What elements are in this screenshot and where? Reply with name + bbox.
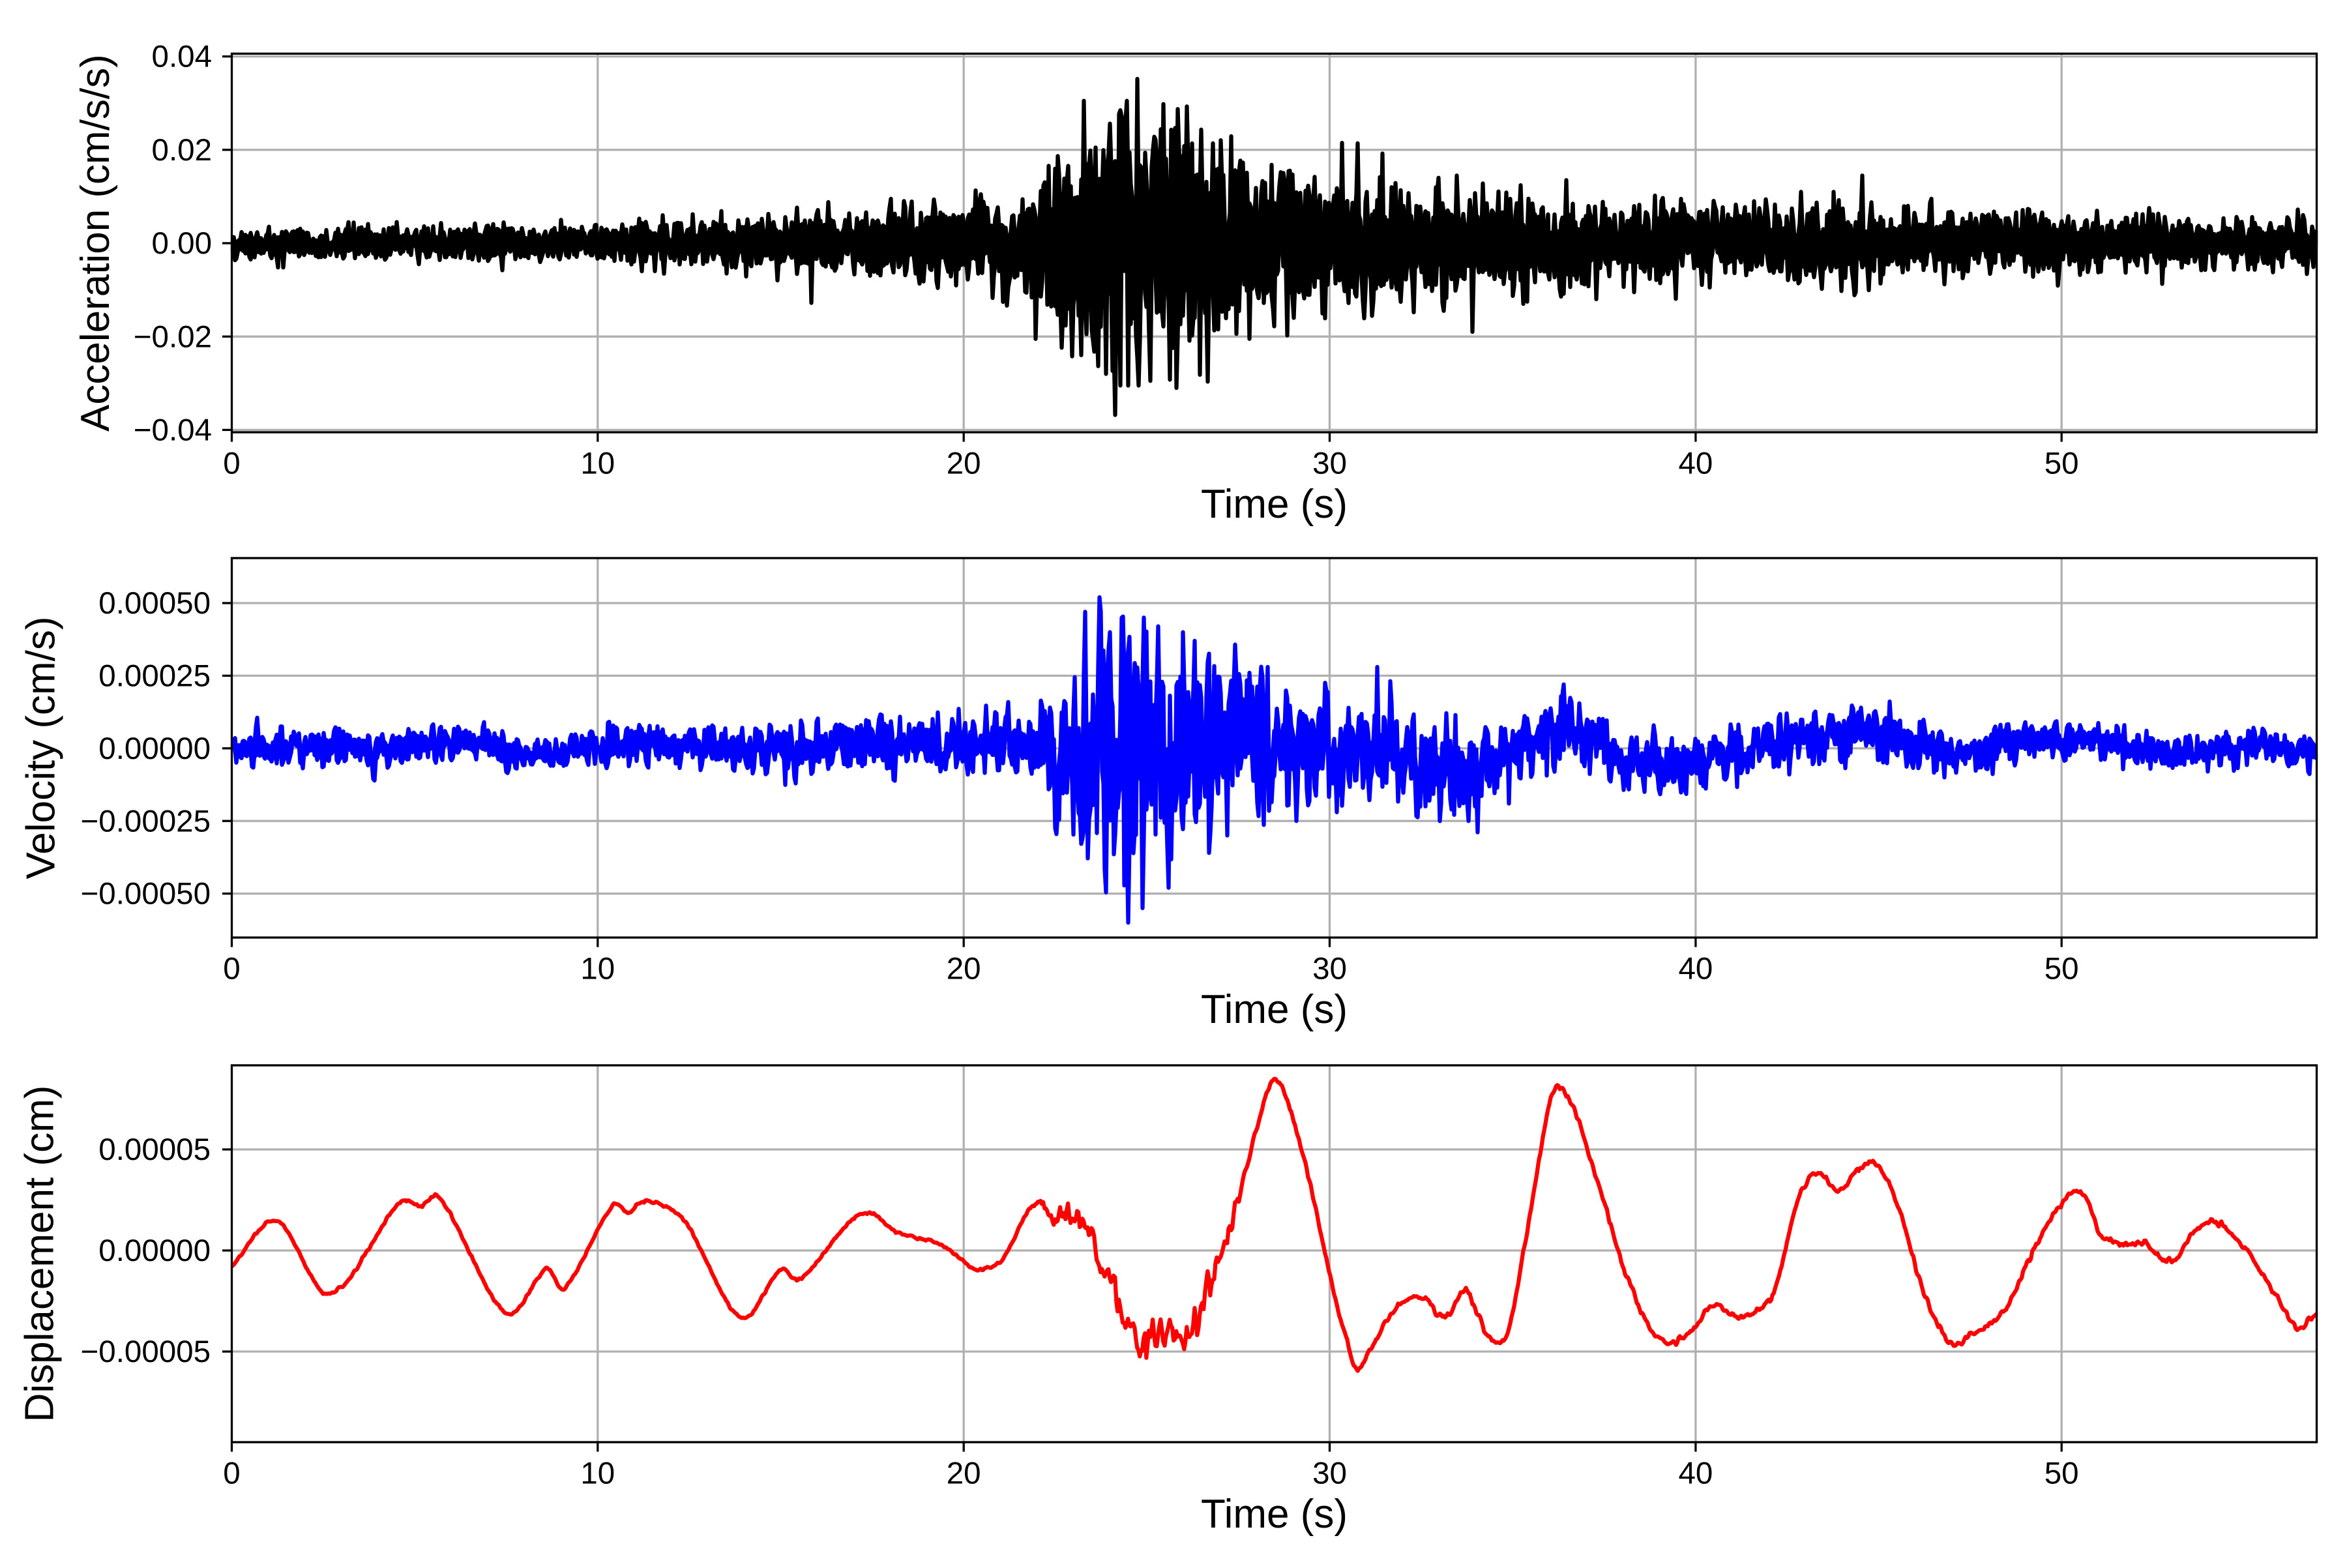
svg-text:−0.00005: −0.00005 (81, 1335, 211, 1369)
svg-text:0.00050: 0.00050 (98, 586, 211, 621)
svg-text:40: 40 (1678, 1456, 1713, 1490)
svg-text:10: 10 (580, 951, 615, 986)
svg-text:50: 50 (2044, 951, 2079, 986)
svg-text:0.00: 0.00 (152, 226, 212, 261)
svg-text:0.00005: 0.00005 (98, 1132, 211, 1167)
svg-text:0.04: 0.04 (152, 40, 212, 74)
svg-text:0.02: 0.02 (152, 133, 212, 168)
svg-text:−0.00050: −0.00050 (81, 877, 211, 911)
svg-text:10: 10 (580, 446, 615, 481)
svg-text:50: 50 (2044, 1456, 2079, 1490)
svg-text:−0.00025: −0.00025 (81, 804, 211, 838)
svg-text:Acceleration (cm/s/s): Acceleration (cm/s/s) (73, 54, 118, 432)
svg-text:Displacement (cm): Displacement (cm) (18, 1086, 63, 1423)
svg-text:20: 20 (947, 1456, 981, 1490)
svg-text:30: 30 (1312, 951, 1347, 986)
svg-text:Time (s): Time (s) (1201, 482, 1348, 527)
svg-text:0.00000: 0.00000 (98, 732, 211, 766)
svg-text:0.00000: 0.00000 (98, 1234, 211, 1268)
svg-text:40: 40 (1678, 446, 1713, 481)
svg-text:30: 30 (1312, 446, 1347, 481)
svg-text:Time (s): Time (s) (1201, 987, 1348, 1032)
svg-text:−0.02: −0.02 (134, 319, 212, 354)
svg-text:0.00025: 0.00025 (98, 659, 211, 694)
svg-text:40: 40 (1678, 951, 1713, 986)
svg-text:−0.04: −0.04 (134, 413, 212, 448)
svg-text:Time (s): Time (s) (1201, 1492, 1348, 1537)
svg-text:20: 20 (947, 446, 981, 481)
svg-text:0: 0 (223, 446, 240, 481)
svg-text:0: 0 (223, 951, 240, 986)
svg-text:10: 10 (580, 1456, 615, 1490)
svg-text:20: 20 (947, 951, 981, 986)
svg-text:30: 30 (1312, 1456, 1347, 1490)
svg-text:Velocity (cm/s): Velocity (cm/s) (19, 616, 64, 879)
svg-text:50: 50 (2044, 446, 2079, 481)
svg-text:0: 0 (223, 1456, 240, 1490)
